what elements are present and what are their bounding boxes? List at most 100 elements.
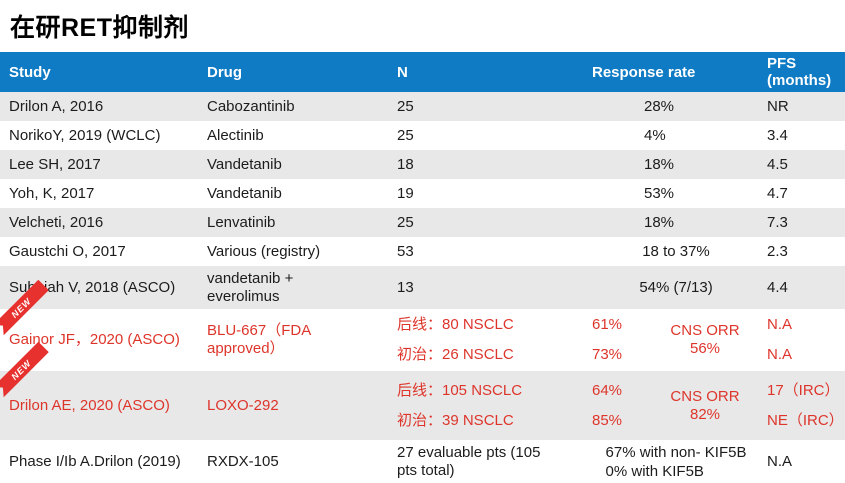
response-rate-cell: 64% 85% CNS ORR 82% — [585, 371, 760, 440]
response-rate-value: 53% — [644, 184, 675, 202]
column-header-n: N — [397, 63, 408, 81]
column-header-drug: Drug — [207, 63, 242, 81]
drug-cell: Lenvatinib — [200, 208, 390, 237]
table-row: Yoh, K, 2017 Vandetanib 19 53% 4.7 — [0, 179, 845, 208]
drug-text: BLU-667（FDA approved） — [207, 322, 312, 357]
table-header-row: Study Drug N Response rate PFS (months) — [0, 52, 845, 92]
drug-cell: RXDX-105 — [200, 440, 390, 483]
pfs-value: 7.3 — [767, 213, 788, 231]
response-rate-value: 0% with KIF5B — [605, 462, 704, 480]
cns-orr-line: CNS ORR — [670, 387, 740, 405]
pfs-lines: 3.4 — [767, 127, 845, 145]
n-lines: 13 — [397, 279, 585, 297]
n-cell: 后线：105 NSCLC 初治：39 NSCLC — [390, 371, 585, 440]
n-lines: 53 — [397, 243, 585, 261]
study-cell: Velcheti, 2016 — [0, 208, 200, 237]
response-rate-value: 85% — [592, 411, 623, 429]
pfs-value: 17（IRC） — [767, 381, 840, 399]
cns-orr-note: CNS ORR 56% — [656, 322, 760, 358]
pfs-lines: N.A N.A — [767, 316, 845, 364]
n-value: 13 — [397, 278, 414, 296]
pfs-cell: 2.3 — [760, 237, 845, 266]
cns-orr-line: 82% — [689, 405, 721, 423]
pfs-value: 4.4 — [767, 278, 788, 296]
drug-text: vandetanib + everolimus — [207, 269, 294, 305]
response-rate-value: 73% — [592, 346, 623, 363]
response-rate-lines: 64% 85% — [592, 382, 656, 430]
n-cell: 25 — [390, 92, 585, 121]
n-lines: 后线：80 NSCLC 初治：26 NSCLC — [397, 316, 585, 364]
drug-cell: Vandetanib — [200, 179, 390, 208]
study-cell: Drilon AE, 2020 (ASCO) — [0, 371, 200, 440]
n-lines: 18 — [397, 156, 585, 174]
pfs-value: 4.7 — [767, 184, 788, 202]
n-lines: 25 — [397, 214, 585, 232]
pfs-value: N.A — [767, 346, 793, 363]
page-title: 在研RET抑制剂 — [10, 14, 190, 42]
response-rate-value: 67% with non- KIF5B — [605, 443, 747, 461]
study-text: Velcheti, 2016 — [9, 213, 104, 231]
study-text: Drilon A, 2016 — [9, 97, 104, 115]
response-rate-lines: 67% with non- KIF5B 0% with KIF5B — [606, 444, 747, 481]
n-cell: 25 — [390, 121, 585, 150]
response-rate-value: 61% — [592, 316, 623, 333]
table-row: NEW Drilon AE, 2020 (ASCO) LOXO-292 后线：105 … — [0, 371, 845, 440]
response-rate-cell: 18% — [585, 208, 760, 237]
drug-cell: Vandetanib — [200, 150, 390, 179]
table-body: Drilon A, 2016 Cabozantinib 25 28% NR NorikoY… — [0, 92, 845, 483]
response-rate-value: 4% — [644, 126, 666, 144]
n-lines: 25 — [397, 127, 585, 145]
study-text: Yoh, K, 2017 — [9, 184, 95, 202]
response-rate-lines: 28% — [644, 98, 708, 116]
n-value: 19 — [397, 184, 414, 202]
pfs-value: NR — [767, 97, 789, 115]
response-rate-lines: 18% — [644, 214, 708, 232]
pfs-cell: NR — [760, 92, 845, 121]
pfs-lines: N.A — [767, 453, 845, 471]
table-row: Velcheti, 2016 Lenvatinib 25 18% 7.3 — [0, 208, 845, 237]
title-bar: 在研RET抑制剂 — [0, 0, 845, 52]
response-rate-value: 54% (7/13) — [639, 278, 713, 296]
drug-cell: Cabozantinib — [200, 92, 390, 121]
drug-text: Various (registry) — [207, 242, 321, 260]
table-row: Gaustchi O, 2017 Various (registry) 53 18 t… — [0, 237, 845, 266]
study-cell: NorikoY, 2019 (WCLC) — [0, 121, 200, 150]
response-rate-cell: 53% — [585, 179, 760, 208]
response-rate-value: 18% — [644, 155, 675, 173]
n-lines: 后线：105 NSCLC 初治：39 NSCLC — [397, 382, 585, 430]
ret-inhibitors-table: Study Drug N Response rate PFS (months) … — [0, 52, 845, 483]
column-header-study: Study — [9, 63, 51, 81]
n-value: 53 — [397, 242, 414, 260]
response-rate-lines: 18% — [644, 156, 708, 174]
drug-text: Alectinib — [207, 126, 264, 144]
response-rate-lines: 53% — [644, 185, 708, 203]
drug-text: Cabozantinib — [207, 97, 295, 115]
pfs-cell: 17（IRC） NE（IRC） — [760, 371, 845, 440]
pfs-cell: N.A N.A — [760, 309, 845, 371]
table-row: Lee SH, 2017 Vandetanib 18 18% 4.5 — [0, 150, 845, 179]
study-text: Gaustchi O, 2017 — [9, 242, 126, 260]
response-rate-lines: 54% (7/13) — [639, 279, 712, 297]
pfs-cell: 3.4 — [760, 121, 845, 150]
study-cell: Lee SH, 2017 — [0, 150, 200, 179]
drug-text: LOXO-292 — [207, 396, 279, 414]
cns-orr-line: 56% — [689, 340, 721, 357]
drug-text: Vandetanib — [207, 155, 282, 173]
study-cell: Drilon A, 2016 — [0, 92, 200, 121]
study-cell: Gainor JF，2020 (ASCO) — [0, 309, 200, 371]
study-cell: Gaustchi O, 2017 — [0, 237, 200, 266]
response-rate-lines: 4% — [644, 127, 708, 145]
column-header-response-rate: Response rate — [592, 63, 696, 81]
n-value: 后线：105 NSCLC — [397, 381, 523, 399]
study-text: NorikoY, 2019 (WCLC) — [9, 126, 161, 144]
table-row: Drilon A, 2016 Cabozantinib 25 28% NR — [0, 92, 845, 121]
n-value: 27 evaluable pts (105 pts total) — [397, 444, 541, 479]
pfs-value: 3.4 — [767, 126, 788, 144]
response-rate-lines: 61% 73% — [592, 316, 656, 364]
response-rate-cell: 61% 73% CNS ORR 56% — [585, 309, 760, 371]
n-value: 25 — [397, 126, 414, 144]
pfs-cell: 4.5 — [760, 150, 845, 179]
n-value: 25 — [397, 97, 414, 115]
drug-text: RXDX-105 — [207, 453, 279, 470]
study-cell: Phase I/Ib A.Drilon (2019) — [0, 440, 200, 483]
